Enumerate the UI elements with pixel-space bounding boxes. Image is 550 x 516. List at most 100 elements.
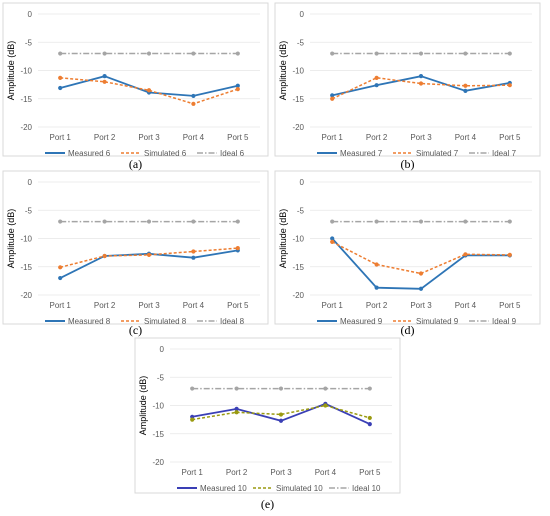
data-point	[463, 83, 468, 88]
data-point	[102, 51, 107, 56]
legend-entry: Simulated 6	[144, 149, 187, 158]
data-point	[330, 96, 335, 101]
legend-entry: Ideal 6	[220, 149, 245, 158]
chart-panel-1: 0 -5 -10 -15 -20 Amplitude (dB) Port 1 Port 2 Po…	[2, 2, 269, 158]
y-axis-label: Amplitude (dB)	[138, 376, 148, 436]
legend-entry: Measured 9	[340, 317, 383, 326]
x-tick-label: Port 1	[182, 468, 204, 477]
data-point	[330, 219, 335, 224]
data-point	[190, 417, 195, 422]
data-point	[146, 88, 152, 93]
y-tick-label: -15	[20, 95, 32, 104]
data-point	[367, 386, 372, 391]
series-line-2	[60, 77, 239, 105]
data-point	[146, 219, 152, 224]
data-point	[418, 51, 424, 56]
legend-entry: Measured 8	[68, 317, 111, 326]
data-point	[278, 386, 284, 391]
x-tick-label: Port 3	[410, 301, 432, 310]
x-tick-label: Port 3	[410, 133, 432, 142]
y-tick-label: -20	[20, 123, 32, 132]
legend-entry: Measured 6	[68, 149, 111, 158]
y-axis-label: Amplitude (dB)	[278, 41, 288, 101]
data-point	[191, 101, 196, 106]
data-point	[330, 236, 335, 241]
legend-entry: Simulated 7	[416, 149, 459, 158]
x-tick-label: Port 5	[227, 301, 249, 310]
data-point	[367, 415, 372, 421]
y-tick-label: -20	[20, 291, 32, 300]
chart-frame	[274, 170, 541, 325]
data-point	[374, 51, 379, 56]
x-tick-label: Port 1	[50, 133, 72, 142]
y-tick-label: -5	[297, 38, 305, 47]
x-tick-label: Port 5	[359, 468, 381, 477]
data-point	[235, 83, 240, 88]
data-point	[58, 275, 63, 281]
data-point	[330, 51, 335, 56]
data-point	[191, 219, 196, 224]
data-point	[507, 219, 512, 224]
chart-panel-2: 0 -5 -10 -15 -20 Amplitude (dB) Port 1 Port 2 Po…	[274, 2, 541, 158]
y-tick-label: 0	[28, 10, 33, 19]
series-line-2	[192, 404, 371, 421]
chart-frame	[134, 337, 401, 494]
panel-caption: (b)	[401, 157, 415, 171]
y-tick-label: -20	[292, 123, 304, 132]
x-tick-label: Port 4	[455, 301, 477, 310]
y-tick-label: -10	[152, 402, 164, 411]
x-tick-label: Port 2	[94, 301, 116, 310]
data-point	[191, 93, 196, 99]
data-point	[374, 285, 379, 290]
chart-frame	[2, 170, 269, 325]
data-point	[507, 83, 512, 88]
y-tick-label: -5	[297, 206, 305, 215]
panel-caption: (d)	[401, 323, 415, 337]
data-point	[58, 75, 63, 80]
y-axis-label: Amplitude (dB)	[278, 209, 288, 269]
y-tick-label: -15	[292, 95, 304, 104]
data-point	[374, 83, 379, 88]
data-point	[374, 219, 379, 224]
chart-frame	[2, 2, 269, 157]
data-point	[235, 87, 240, 92]
data-point	[191, 51, 196, 56]
data-point	[507, 51, 512, 56]
legend-entry: Ideal 7	[492, 149, 517, 158]
legend-entry: Measured 10	[200, 484, 247, 493]
data-point	[58, 85, 63, 91]
legend-entry: Simulated 8	[144, 317, 187, 326]
panel-caption: (e)	[261, 497, 274, 511]
data-point	[463, 88, 468, 93]
data-point	[418, 74, 424, 79]
data-point	[418, 271, 424, 276]
chart-panel-3: 0 -5 -10 -15 -20 Amplitude (dB) Port 1 Port 2 Po…	[2, 170, 269, 326]
data-point	[235, 51, 240, 56]
data-point	[234, 406, 239, 411]
x-tick-label: Port 3	[138, 133, 160, 142]
x-tick-label: Port 1	[50, 301, 72, 310]
panel-caption: (c)	[129, 323, 142, 337]
x-tick-label: Port 5	[227, 133, 249, 142]
x-tick-label: Port 5	[499, 133, 521, 142]
data-point	[58, 219, 63, 224]
y-tick-label: -5	[157, 373, 165, 382]
y-tick-label: -10	[292, 67, 304, 76]
y-tick-label: -15	[152, 430, 164, 439]
y-tick-label: -20	[152, 458, 164, 467]
data-point	[463, 51, 468, 56]
data-point	[58, 265, 63, 270]
data-point	[191, 249, 196, 254]
data-point	[234, 410, 239, 415]
data-point	[58, 51, 63, 56]
x-tick-label: Port 2	[366, 133, 388, 142]
legend-entry: Measured 7	[340, 149, 383, 158]
data-point	[102, 79, 107, 84]
x-tick-label: Port 4	[183, 133, 205, 142]
data-point	[235, 219, 240, 224]
data-point	[330, 239, 335, 244]
y-tick-label: -15	[292, 263, 304, 272]
x-tick-label: Port 4	[315, 468, 337, 477]
legend-entry: Simulated 10	[276, 484, 323, 493]
data-point	[418, 219, 424, 224]
